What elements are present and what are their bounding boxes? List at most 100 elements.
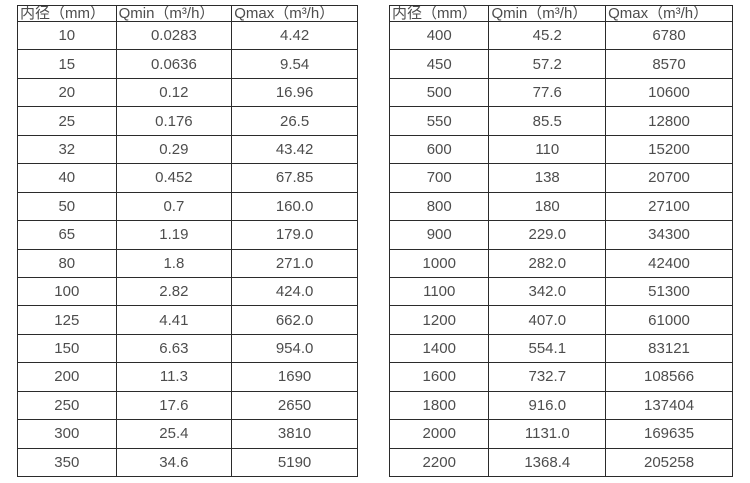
- table-header: 内径（mm） Qmin（m³/h） Qmax（m³/h）: [388, 5, 733, 22]
- table-cell: 45.2: [488, 20, 607, 51]
- table-cell: 0.0283: [115, 20, 233, 51]
- table-header: 内径（mm） Qmin（m³/h） Qmax（m³/h）: [17, 5, 358, 22]
- table-cell: 34.6: [115, 447, 233, 478]
- table-cell: 550: [388, 106, 490, 136]
- table-cell: 2200: [388, 447, 490, 478]
- table-cell: 250: [17, 390, 117, 421]
- table-row: 2000 1131.0 169635: [388, 419, 733, 449]
- table-cell: 2000: [388, 419, 490, 449]
- table-row: 32 0.29 43.42: [17, 134, 358, 165]
- table-cell: 229.0: [488, 220, 607, 250]
- header-cell-qmax: Qmax（m³/h）: [605, 5, 733, 22]
- table-cell: 125: [17, 305, 117, 335]
- table-cell: 10: [17, 20, 117, 51]
- table-cell: 100: [17, 276, 117, 307]
- flow-table-large-diameters: 内径（mm） Qmin（m³/h） Qmax（m³/h） 400 45.2 6780…: [388, 5, 733, 478]
- table-cell: 15200: [605, 134, 733, 165]
- table-row: 1000 282.0 42400: [388, 248, 733, 278]
- table-row: 80 1.8 271.0: [17, 248, 358, 278]
- table-cell: 8570: [605, 49, 733, 79]
- table-row: 800 180 27100: [388, 191, 733, 222]
- table-cell: 1131.0: [488, 419, 607, 449]
- table-cell: 20: [17, 77, 117, 108]
- table-row: 1200 407.0 61000: [388, 305, 733, 335]
- table-cell: 11.3: [115, 362, 233, 392]
- table-row: 40 0.452 67.85: [17, 163, 358, 193]
- table-cell: 342.0: [488, 276, 607, 307]
- table-cell: 0.452: [115, 163, 233, 193]
- table-cell: 25.4: [115, 419, 233, 449]
- table-row: 150 6.63 954.0: [17, 333, 358, 364]
- table-cell: 200: [17, 362, 117, 392]
- header-row: 内径（mm） Qmin（m³/h） Qmax（m³/h）: [17, 5, 358, 22]
- table-row: 450 57.2 8570: [388, 49, 733, 79]
- table-cell: 57.2: [488, 49, 607, 79]
- table-cell: 51300: [605, 276, 733, 307]
- flow-table-small-diameters: 内径（mm） Qmin（m³/h） Qmax（m³/h） 10 0.0283 4.4…: [17, 5, 358, 478]
- table-cell: 1200: [388, 305, 490, 335]
- table-cell: 0.0636: [115, 49, 233, 79]
- table-cell: 20700: [605, 163, 733, 193]
- table-cell: 1400: [388, 333, 490, 364]
- table-cell: 500: [388, 77, 490, 108]
- table-cell: 1690: [231, 362, 358, 392]
- table-row: 15 0.0636 9.54: [17, 49, 358, 79]
- table-cell: 25: [17, 106, 117, 136]
- table-cell: 27100: [605, 191, 733, 222]
- table-cell: 32: [17, 134, 117, 165]
- table-row: 10 0.0283 4.42: [17, 20, 358, 51]
- table-cell: 300: [17, 419, 117, 449]
- table-cell: 17.6: [115, 390, 233, 421]
- table-row: 250 17.6 2650: [17, 390, 358, 421]
- header-cell-qmax: Qmax（m³/h）: [231, 5, 358, 22]
- header-cell-diameter: 内径（mm）: [17, 5, 117, 22]
- table-row: 350 34.6 5190: [17, 447, 358, 478]
- table-cell: 700: [388, 163, 490, 193]
- table-cell: 150: [17, 333, 117, 364]
- table-row: 65 1.19 179.0: [17, 220, 358, 250]
- table-body: 400 45.2 6780 450 57.2 8570 500 77.6 10600 550 85.…: [388, 20, 733, 478]
- table-cell: 16.96: [231, 77, 358, 108]
- table-cell: 160.0: [231, 191, 358, 222]
- table-cell: 10600: [605, 77, 733, 108]
- table-cell: 4.42: [231, 20, 358, 51]
- table-cell: 108566: [605, 362, 733, 392]
- table-cell: 15: [17, 49, 117, 79]
- table-cell: 83121: [605, 333, 733, 364]
- header-cell-qmin: Qmin（m³/h）: [115, 5, 233, 22]
- header-cell-diameter: 内径（mm）: [388, 5, 490, 22]
- table-cell: 40: [17, 163, 117, 193]
- table-cell: 1600: [388, 362, 490, 392]
- table-cell: 732.7: [488, 362, 607, 392]
- table-cell: 954.0: [231, 333, 358, 364]
- table-cell: 1368.4: [488, 447, 607, 478]
- table-row: 300 25.4 3810: [17, 419, 358, 449]
- table-cell: 169635: [605, 419, 733, 449]
- table-cell: 450: [388, 49, 490, 79]
- table-cell: 0.7: [115, 191, 233, 222]
- table-cell: 110: [488, 134, 607, 165]
- table-body: 10 0.0283 4.42 15 0.0636 9.54 20 0.12 16.96 25 0.1…: [17, 20, 358, 478]
- table-cell: 0.176: [115, 106, 233, 136]
- table-cell: 65: [17, 220, 117, 250]
- table-cell: 0.29: [115, 134, 233, 165]
- table-row: 200 11.3 1690: [17, 362, 358, 392]
- table-cell: 282.0: [488, 248, 607, 278]
- table-cell: 34300: [605, 220, 733, 250]
- header-row: 内径（mm） Qmin（m³/h） Qmax（m³/h）: [388, 5, 733, 22]
- table-cell: 2650: [231, 390, 358, 421]
- table-cell: 50: [17, 191, 117, 222]
- table-cell: 1800: [388, 390, 490, 421]
- table-cell: 1000: [388, 248, 490, 278]
- table-cell: 9.54: [231, 49, 358, 79]
- table-cell: 6780: [605, 20, 733, 51]
- table-row: 1600 732.7 108566: [388, 362, 733, 392]
- table-cell: 6.63: [115, 333, 233, 364]
- table-cell: 1100: [388, 276, 490, 307]
- table-cell: 554.1: [488, 333, 607, 364]
- table-row: 900 229.0 34300: [388, 220, 733, 250]
- table-cell: 180: [488, 191, 607, 222]
- table-cell: 2.82: [115, 276, 233, 307]
- table-row: 550 85.5 12800: [388, 106, 733, 136]
- table-row: 50 0.7 160.0: [17, 191, 358, 222]
